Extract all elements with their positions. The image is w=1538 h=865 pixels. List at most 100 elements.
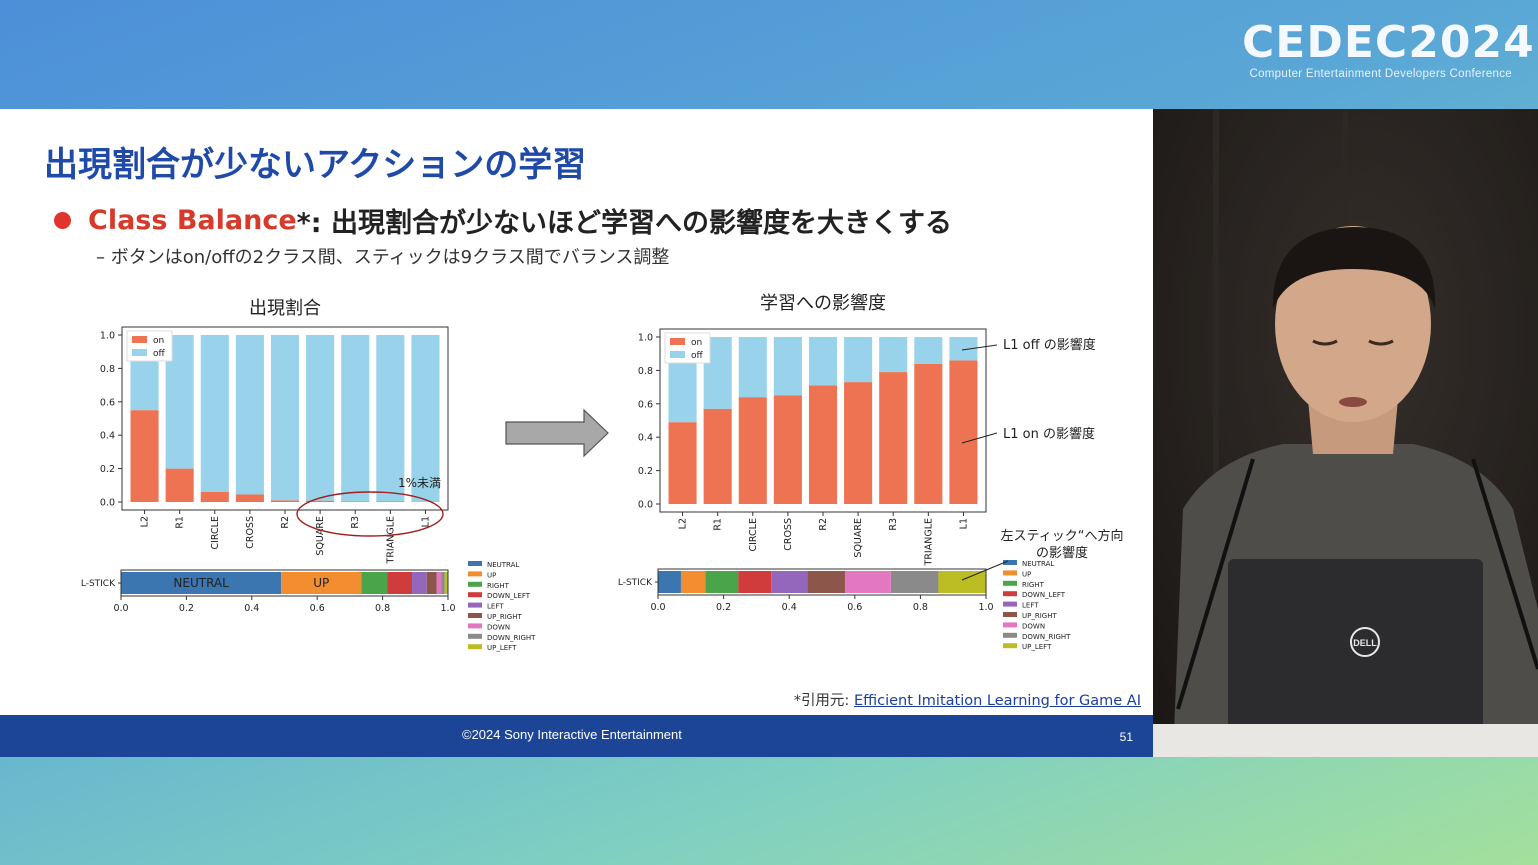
page-number: 51 <box>1119 730 1133 744</box>
legend-box-2 <box>664 332 711 364</box>
hbar-xtick-label: 0.4 <box>244 603 259 614</box>
hbar-seg-up_right <box>426 572 437 594</box>
hbar-legend-swatch-left <box>1003 601 1017 607</box>
svg-text:DELL: DELL <box>1353 638 1377 648</box>
bar-on-r3 <box>879 372 908 504</box>
legend-label-off: off <box>153 349 166 359</box>
x-tick-label: CIRCLE <box>210 516 221 550</box>
hbar-seg-up_left <box>444 572 448 594</box>
hbar-xtick-label: 0.6 <box>310 603 325 614</box>
hbar-xtick-label: 1.0 <box>978 602 993 613</box>
bullet-dot-icon <box>54 212 71 229</box>
bar-on-circle <box>200 491 229 502</box>
y-tick-label: 0.4 <box>100 431 115 442</box>
hbar-legend-label-down_right: DOWN_RIGHT <box>1022 633 1071 641</box>
speaker-video: DELL <box>1153 109 1538 757</box>
hbar-legend-label-down_right: DOWN_RIGHT <box>487 634 536 642</box>
citation-link[interactable]: Efficient Imitation Learning for Game AI <box>853 693 1141 709</box>
hbar-xtick-label: 0.0 <box>650 602 665 613</box>
bar-off-cross <box>235 335 264 495</box>
hbar-legend-swatch-up_right <box>468 613 482 618</box>
hbar-legend-swatch-down_left <box>468 592 482 598</box>
hbar-seg-left <box>771 571 808 593</box>
bar-off-circle <box>200 335 229 492</box>
bar-on-l2 <box>668 422 697 504</box>
hbar-legend-swatch-down_left <box>1003 591 1017 597</box>
legend-label-on: on <box>691 338 702 348</box>
annotation-pointer-on <box>961 432 998 444</box>
x-tick-label: CROSS <box>245 516 256 549</box>
hbar-legend-swatch-up <box>468 571 482 577</box>
chart-title-2: 学習への影響度 <box>760 293 886 314</box>
hbar-legend-swatch-up_left <box>468 644 482 650</box>
hbar-legend-label-right: RIGHT <box>487 582 510 590</box>
cedec-logo: CEDEC2024 Computer Entertainment Develop… <box>1242 20 1534 86</box>
hbar-xtick-label: 0.2 <box>716 602 731 613</box>
x-tick-label: TRIANGLE <box>923 518 934 566</box>
hbar-legend-swatch-right <box>468 581 482 587</box>
footer-bar: ©2024 Sony Interactive Entertainment 51 <box>0 715 1153 757</box>
chart-title-1: 出現割合 <box>249 298 321 319</box>
bullet-text: *: 出現割合が少ないほど学習への影響度を大きくする <box>296 208 952 239</box>
hbar-xtick-label: 0.4 <box>782 602 797 613</box>
annotation-stick-line2: の影響度 <box>1036 545 1088 561</box>
citation-prefix: *引用元: <box>793 693 854 709</box>
legend-swatch-on <box>670 338 685 345</box>
hbar-xtick-label: 0.2 <box>179 603 194 614</box>
legend-label-on: on <box>153 336 164 346</box>
y-tick-label: 0.8 <box>100 364 115 375</box>
legend-label-off: off <box>691 351 704 361</box>
x-tick-label: L1 <box>420 516 431 527</box>
bar-on-cross <box>773 395 802 504</box>
annotation-pointer-stick <box>961 560 1009 581</box>
x-tick-label: L2 <box>140 516 151 527</box>
x-tick-label: L2 <box>678 518 689 529</box>
hbar-seg-down_left <box>387 572 413 594</box>
x-tick-label: CROSS <box>783 518 794 551</box>
bar-off-circle <box>738 337 767 398</box>
charts-canvas: 出現割合 L2 R1 CIRCLE CROSS R2 SQUARE R3 TRIANGLE L1 0… <box>81 293 1124 652</box>
y-tick-label: 0.0 <box>638 500 653 511</box>
hbar-legend-swatch-left <box>468 602 482 608</box>
bar-on-l2 <box>130 410 159 502</box>
hbar-seg-up <box>680 571 706 593</box>
hbar-legend-swatch-up_left <box>1003 643 1017 649</box>
bar-off-l1 <box>411 335 440 502</box>
hbar-legend-label-left: LEFT <box>487 603 504 611</box>
bar-on-r2 <box>808 385 838 504</box>
bar-on-r1 <box>165 468 194 502</box>
x-tick-label: CIRCLE <box>748 518 759 552</box>
footer-copyright: ©2024 Sony Interactive Entertainment <box>462 727 682 742</box>
hbar-seg-up <box>281 572 362 594</box>
x-tick-label: SQUARE <box>315 516 326 556</box>
x-tick-label: R2 <box>818 518 829 531</box>
bar-off-r3 <box>341 335 370 502</box>
legend-swatch-off <box>670 351 685 358</box>
bar-off-r3 <box>879 337 908 373</box>
bar-on-cross <box>235 494 264 502</box>
hbar-xtick-label: 1.0 <box>440 603 455 614</box>
hbar-seg-right <box>705 571 739 593</box>
legend-swatch-off <box>132 349 147 356</box>
bar-off-l1 <box>949 337 978 361</box>
hbar-xtick-label: 0.8 <box>375 603 390 614</box>
hbar-xtick-label: 0.0 <box>113 603 128 614</box>
hbar-legend-label-down: DOWN <box>1022 622 1045 630</box>
bar-on-r3 <box>341 501 370 502</box>
hbar-legend-label-neutral: NEUTRAL <box>487 561 519 569</box>
x-tick-label: R1 <box>713 518 724 531</box>
hbar-legend-label-down_left: DOWN_LEFT <box>1022 591 1066 599</box>
hbar-legend-label-up_right: UP_RIGHT <box>487 613 522 621</box>
bar-on-triangle <box>376 501 405 502</box>
hbar-legend-label-down: DOWN <box>487 623 510 631</box>
bar-off-square <box>844 337 873 383</box>
hbar-legend-swatch-neutral <box>1003 560 1017 565</box>
slide-title: 出現割合が少ないアクションの学習 <box>44 145 587 185</box>
x-tick-label: R3 <box>350 516 361 529</box>
bar-on-l1 <box>949 360 978 504</box>
x-tick-label: SQUARE <box>853 518 864 558</box>
highlight-ellipse <box>296 491 444 537</box>
bar-on-square <box>844 382 873 504</box>
hbar-seg-up_left <box>938 571 986 593</box>
citation: *引用元: Efficient Imitation Learning for G… <box>794 689 1141 710</box>
